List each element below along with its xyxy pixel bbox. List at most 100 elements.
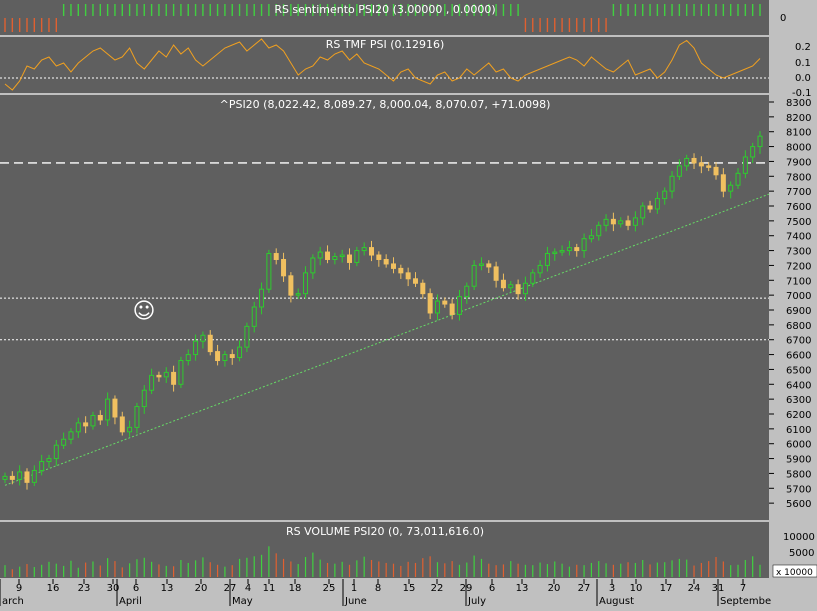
candle-body bbox=[46, 458, 52, 463]
candle-body bbox=[325, 251, 331, 260]
candle-body bbox=[61, 438, 67, 446]
candle-body bbox=[559, 250, 565, 253]
x-tick-label: 3 bbox=[609, 583, 615, 594]
price-panel[interactable] bbox=[0, 95, 769, 520]
candle-body bbox=[347, 254, 353, 263]
tmf-panel[interactable] bbox=[0, 37, 769, 93]
volume-panel[interactable] bbox=[0, 522, 769, 578]
price-tick-label: 6600 bbox=[786, 351, 811, 362]
x-tick-label: 24 bbox=[688, 583, 701, 594]
candle-body bbox=[259, 288, 265, 308]
candle-body bbox=[185, 354, 191, 362]
candle-body bbox=[39, 461, 45, 471]
trendline bbox=[4, 193, 770, 486]
sentiment-panel[interactable] bbox=[0, 0, 769, 35]
price-tick-label: 6800 bbox=[786, 321, 811, 332]
candle-body bbox=[698, 162, 704, 167]
month-label: July bbox=[467, 596, 486, 606]
candle-body bbox=[390, 263, 396, 269]
month-label: May bbox=[232, 596, 253, 606]
x-tick-label: 30 bbox=[107, 583, 120, 594]
candle-body bbox=[237, 346, 243, 359]
month-label: Septembe bbox=[720, 596, 771, 606]
candle-body bbox=[24, 471, 30, 483]
candle-body bbox=[750, 146, 756, 158]
candle-body bbox=[471, 264, 477, 287]
price-tick-label: 7200 bbox=[786, 261, 811, 272]
candle-body bbox=[566, 247, 572, 252]
candle-body bbox=[244, 325, 250, 348]
price-tick-label: 6700 bbox=[786, 336, 811, 347]
smiley-annotation-icon[interactable]: ☺ bbox=[133, 299, 156, 324]
month-label: August bbox=[599, 596, 634, 606]
x-tick-label: 10 bbox=[630, 583, 643, 594]
candle-body bbox=[156, 374, 162, 378]
volume-tick: 10000 bbox=[783, 532, 815, 543]
candle-body bbox=[119, 416, 125, 433]
month-label: June bbox=[344, 596, 367, 606]
candle-body bbox=[735, 172, 741, 186]
tmf-tick: 0.0 bbox=[795, 73, 811, 84]
month-label: April bbox=[119, 596, 142, 606]
candle-body bbox=[530, 272, 536, 284]
candle-body bbox=[339, 254, 345, 258]
candle-body bbox=[193, 340, 199, 356]
candle-body bbox=[310, 257, 316, 274]
x-tick-label: 1 bbox=[351, 583, 357, 594]
candle-body bbox=[508, 284, 514, 289]
price-tick-label: 6200 bbox=[786, 410, 811, 421]
x-tick-label: 6 bbox=[133, 583, 139, 594]
candle-body bbox=[427, 293, 433, 314]
price-tick-label: 7700 bbox=[786, 187, 811, 198]
price-tick-label: 7100 bbox=[786, 276, 811, 287]
volume-unit-label: x 10000 bbox=[776, 568, 813, 578]
candle-body bbox=[75, 422, 81, 433]
x-tick-label: 25 bbox=[323, 583, 336, 594]
x-tick-label: 8 bbox=[375, 583, 381, 594]
sentiment-title: RS sentimento PSI20 (3.00000 , 0.0000) bbox=[274, 3, 495, 16]
price-tick-label: 5800 bbox=[786, 469, 811, 480]
candle-body bbox=[625, 220, 631, 226]
x-tick-label: 17 bbox=[660, 583, 673, 594]
candle-body bbox=[9, 475, 15, 480]
candle-body bbox=[464, 285, 470, 298]
candle-body bbox=[434, 300, 440, 314]
candle-body bbox=[537, 264, 543, 274]
candle-body bbox=[691, 157, 697, 164]
x-tick-label: 7 bbox=[740, 583, 746, 594]
tmf-tick: -0.1 bbox=[792, 88, 812, 99]
price-tick-label: 6400 bbox=[786, 380, 811, 391]
x-tick-label: 16 bbox=[47, 583, 60, 594]
candle-body bbox=[229, 354, 235, 359]
candle-body bbox=[456, 296, 462, 315]
candle-body bbox=[90, 414, 96, 427]
candle-body bbox=[405, 272, 411, 280]
candle-body bbox=[500, 279, 506, 289]
candle-body bbox=[83, 422, 89, 427]
candle-body bbox=[17, 471, 23, 480]
x-tick-label: 20 bbox=[195, 583, 208, 594]
price-tick-label: 8100 bbox=[786, 128, 811, 139]
candle-body bbox=[266, 253, 272, 290]
candle-body bbox=[596, 224, 602, 237]
x-tick-label: 9 bbox=[16, 583, 22, 594]
candle-body bbox=[141, 389, 147, 408]
x-tick-label: 23 bbox=[78, 583, 91, 594]
price-axis: 5600 5700 5800 5900 6000 6100 6200 6300 6400 6500… bbox=[769, 98, 811, 510]
candle-body bbox=[515, 284, 521, 295]
sentiment-bars bbox=[4, 4, 761, 32]
volume-tick: 5000 bbox=[789, 548, 814, 559]
candle-body bbox=[97, 414, 103, 421]
candle-body bbox=[757, 135, 763, 148]
candle-body bbox=[383, 258, 389, 265]
candle-body bbox=[303, 272, 309, 295]
candle-body bbox=[552, 251, 558, 255]
candle-body bbox=[398, 267, 404, 274]
candle-body bbox=[215, 351, 221, 362]
price-tick-label: 6300 bbox=[786, 395, 811, 406]
candle-body bbox=[603, 218, 609, 226]
candle-body bbox=[369, 247, 375, 256]
candle-body bbox=[68, 431, 74, 440]
candle-body bbox=[332, 256, 338, 260]
